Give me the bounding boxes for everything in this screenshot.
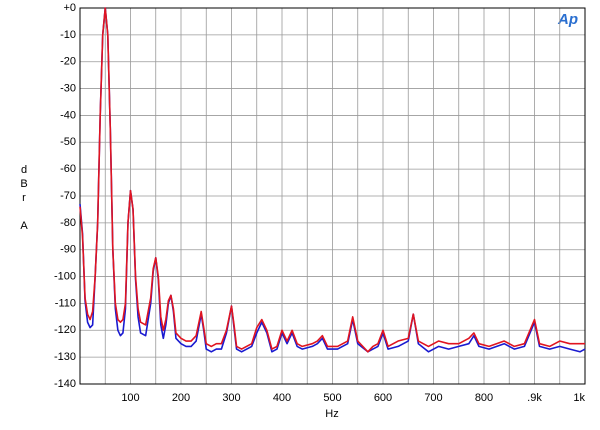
series-line <box>79 7 585 353</box>
x-tick-label: 1k <box>573 392 585 404</box>
x-tick-label: 600 <box>374 392 392 404</box>
x-tick-label: 100 <box>121 392 139 404</box>
y-tick-label: -50 <box>60 136 76 148</box>
x-tick-label: 300 <box>222 392 240 404</box>
x-tick-label: 800 <box>475 392 493 404</box>
x-tick-label: 400 <box>273 392 291 404</box>
plot-frame <box>79 7 586 385</box>
y-tick-label: -70 <box>60 190 76 202</box>
y-tick-label: -80 <box>60 217 76 229</box>
y-tick-label: -30 <box>60 82 76 94</box>
y-tick-label: -110 <box>55 297 76 309</box>
y-tick-label: -100 <box>54 270 76 282</box>
logo: Ap <box>557 11 578 28</box>
y-tick-label: -20 <box>60 56 76 68</box>
y-tick-label: -130 <box>54 351 76 363</box>
y-tick-label: -120 <box>54 324 76 336</box>
y-tick-label: -10 <box>60 29 76 41</box>
x-tick-label: 500 <box>323 392 341 404</box>
x-tick-label: .9k <box>527 392 542 404</box>
x-tick-label: 200 <box>172 392 190 404</box>
y-tick-label: -60 <box>60 163 76 175</box>
x-tick-label: 700 <box>424 392 442 404</box>
y-tick-label: -40 <box>60 109 76 121</box>
y-tick-label: +0 <box>63 2 76 14</box>
y-tick-label: -90 <box>60 244 76 256</box>
y-tick-label: -140 <box>54 378 76 390</box>
x-axis-label: Hz <box>325 408 338 420</box>
